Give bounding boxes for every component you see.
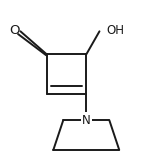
- Text: OH: OH: [106, 24, 124, 37]
- Text: N: N: [82, 114, 91, 127]
- Text: O: O: [9, 24, 20, 37]
